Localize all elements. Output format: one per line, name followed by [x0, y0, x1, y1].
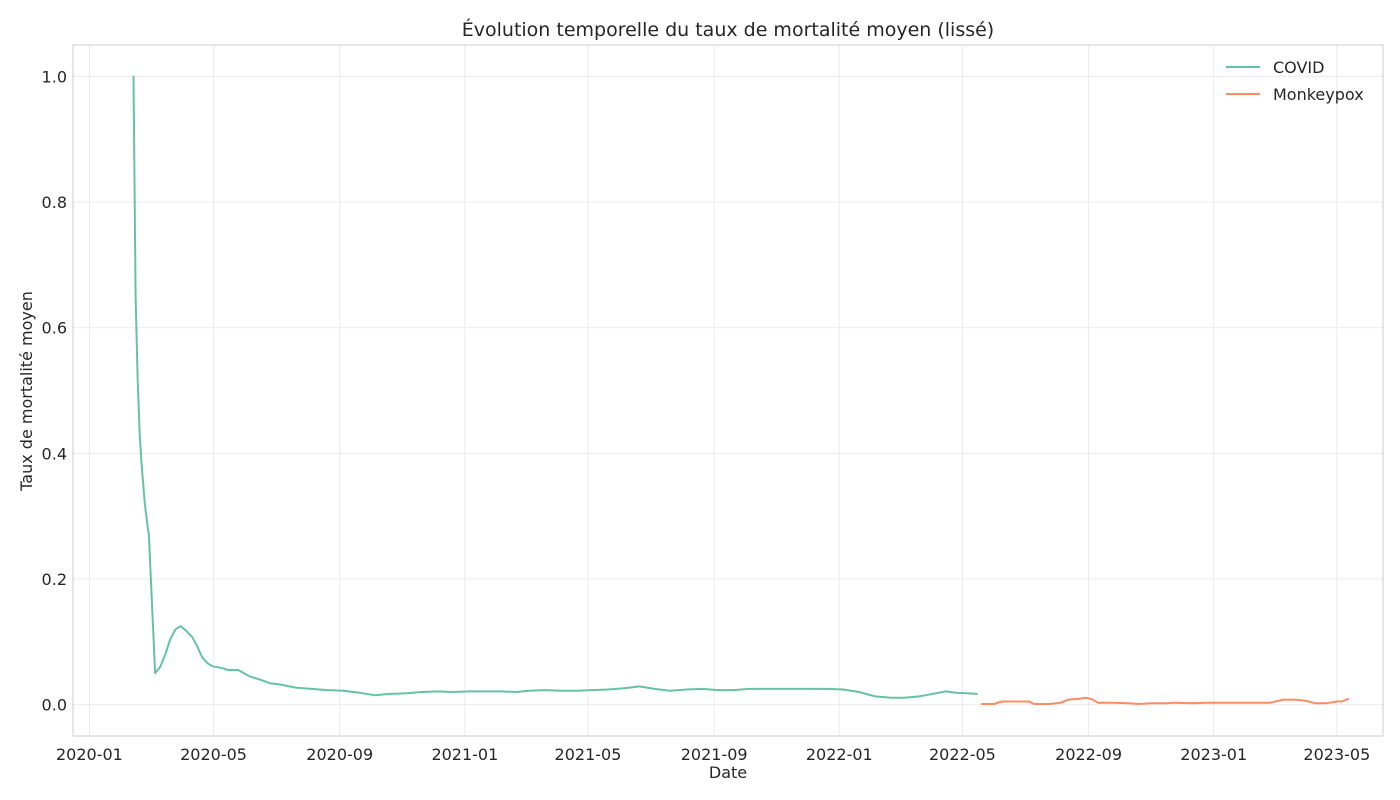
legend-label-covid: COVID: [1273, 58, 1324, 77]
x-tick-label: 2020-05: [180, 745, 247, 764]
x-tick-label: 2022-05: [929, 745, 996, 764]
x-tick-label: 2022-01: [806, 745, 873, 764]
x-tick-label: 2021-09: [681, 745, 748, 764]
x-tick-label: 2023-05: [1303, 745, 1370, 764]
x-tick-label: 2020-01: [56, 745, 123, 764]
chart-title: Évolution temporelle du taux de mortalit…: [462, 18, 994, 41]
series-line-monkeypox: [980, 696, 1350, 705]
tick-layer: 2020-01 2020-05 2020-09 2021-01 2021-05 2021-…: [42, 67, 1371, 764]
x-tick-label: 2021-05: [555, 745, 622, 764]
grid-layer: [73, 45, 1383, 736]
y-tick-label: 0.0: [42, 696, 67, 715]
x-tick-label: 2021-01: [431, 745, 498, 764]
x-tick-label: 2023-01: [1180, 745, 1247, 764]
plot-frame: [72, 44, 1384, 737]
legend: COVID Monkeypox: [1226, 58, 1364, 104]
legend-label-monkeypox: Monkeypox: [1273, 85, 1364, 104]
y-tick-label: 0.8: [42, 193, 67, 212]
y-axis-label: Taux de mortalité moyen: [17, 291, 36, 492]
y-tick-label: 0.4: [42, 444, 67, 463]
x-tick-label: 2022-09: [1055, 745, 1122, 764]
y-tick-label: 0.2: [42, 570, 67, 589]
y-tick-label: 1.0: [42, 67, 67, 86]
series-line-covid: [132, 75, 978, 699]
y-tick-label: 0.6: [42, 319, 67, 338]
x-axis-label: Date: [709, 763, 747, 782]
series-layer: [132, 75, 1350, 705]
x-tick-label: 2020-09: [306, 745, 373, 764]
